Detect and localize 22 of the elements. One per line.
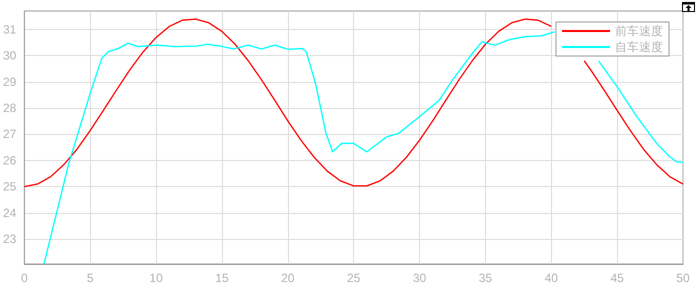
- x-tick-label: 0: [21, 271, 28, 285]
- x-tick-label: 30: [412, 271, 427, 285]
- x-tick-label: 40: [544, 271, 558, 285]
- y-tick-label: 31: [2, 22, 17, 36]
- x-tick-label: 10: [149, 271, 164, 285]
- x-tick-label: 35: [478, 271, 492, 285]
- x-tick-label: 45: [610, 271, 624, 285]
- x-tick-label: 5: [86, 271, 94, 285]
- legend-label: 自车速度: [615, 40, 663, 54]
- legend-label: 前车速度: [615, 24, 663, 38]
- y-tick-label: 26: [2, 153, 17, 168]
- y-tick-label: 23: [2, 232, 17, 246]
- y-tick-label: 29: [2, 74, 17, 89]
- x-tick-label: 25: [346, 271, 361, 285]
- y-tick-label: 28: [2, 101, 17, 116]
- y-tick-label: 27: [2, 127, 17, 142]
- y-tick-label: 25: [2, 180, 17, 194]
- y-tick-label: 24: [2, 206, 17, 220]
- x-tick-label: 20: [281, 271, 295, 285]
- y-tick-label: 30: [2, 48, 17, 63]
- x-tick-label: 50: [676, 271, 690, 285]
- x-tick-label: 15: [215, 271, 229, 285]
